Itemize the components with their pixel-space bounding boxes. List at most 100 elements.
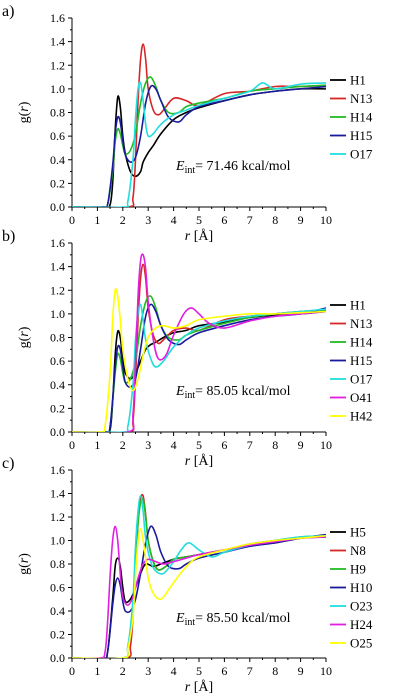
series-line-o17	[72, 303, 326, 432]
x-tick-label: 10	[320, 664, 332, 678]
energy-annotation: Eint= 85.50 kcal/mol	[175, 611, 291, 628]
legend-entry: O17	[350, 372, 373, 387]
y-tick-label: 1.0	[50, 307, 65, 321]
legend-entry: H15	[350, 128, 372, 143]
legend-entry: H9	[350, 562, 366, 577]
legend-entry: H1	[350, 298, 366, 313]
series-line-o25	[72, 527, 326, 658]
series-line-h15	[72, 84, 326, 207]
x-tick-label: 5	[196, 664, 202, 678]
series-group	[72, 493, 326, 658]
y-tick-label: 1.2	[50, 510, 65, 524]
y-tick-label: 1.4	[50, 35, 65, 49]
y-tick-label: 0.4	[50, 378, 65, 392]
x-axis-label: r [Å]	[185, 228, 213, 244]
panel-label: a)	[2, 3, 14, 20]
y-tick-label: 1.2	[50, 283, 65, 297]
legend-entry: O23	[350, 599, 372, 614]
series-line-h42	[72, 288, 326, 432]
legend-entry: H1	[350, 73, 366, 88]
energy-annotation: Eint= 85.05 kcal/mol	[175, 384, 291, 401]
series-group	[72, 43, 326, 207]
legend-entry: H14	[350, 110, 373, 125]
x-tick-label: 6	[221, 664, 227, 678]
x-axis-label: r [Å]	[185, 453, 213, 469]
legend-entry: O25	[350, 636, 372, 651]
x-tick-label: 7	[247, 213, 253, 227]
x-tick-label: 6	[221, 438, 227, 452]
y-tick-label: 0.2	[50, 628, 65, 642]
x-tick-label: 2	[120, 213, 126, 227]
y-tick-label: 1.6	[50, 11, 65, 25]
panel-c: c) 0.0 0.2 0.4 0.6 0.8 1.0 1.2 1.4 1.6 0 1 2 3 4 5 6 7 8 9 1…	[2, 455, 373, 695]
energy-annotation: Eint= 71.46 kcal/mol	[175, 159, 291, 176]
y-tick-label: 0.0	[50, 425, 65, 439]
x-tick-label: 4	[171, 213, 177, 227]
series-line-o41	[72, 253, 326, 432]
x-tick-label: 9	[298, 213, 304, 227]
legend: H1 N13 H14 H15 O17 O41 H42	[330, 298, 373, 424]
y-tick-label: 1.0	[50, 82, 65, 96]
legend-entry: H5	[350, 525, 366, 540]
y-tick-label: 0.6	[50, 581, 65, 595]
legend-entry: H10	[350, 580, 372, 595]
y-tick-label: 1.6	[50, 236, 65, 250]
y-tick-label: 0.2	[50, 176, 65, 190]
x-tick-label: 8	[272, 438, 278, 452]
y-tick-label: 0.8	[50, 106, 65, 120]
legend-entry: H14	[350, 335, 373, 350]
x-tick-label: 9	[298, 664, 304, 678]
y-tick-label: 1.4	[50, 487, 65, 501]
panel-a: a) 0.0 0.2 0.4 0.6 0.8 1.0 1.2 1.4 1.6 0 1 2 3 4 5 6 7 8 9 1…	[2, 3, 373, 244]
x-tick-label: 1	[94, 438, 100, 452]
panel-label: b)	[2, 228, 15, 245]
y-tick-label: 0.8	[50, 331, 65, 345]
series-line-o17	[72, 81, 326, 207]
x-tick-label: 10	[320, 438, 332, 452]
legend-entry: H15	[350, 353, 372, 368]
x-tick-label: 1	[94, 664, 100, 678]
y-tick-label: 1.4	[50, 260, 65, 274]
y-axis-label: g(r)	[17, 553, 32, 575]
x-tick-label: 6	[221, 213, 227, 227]
y-tick-label: 1.6	[50, 463, 65, 477]
y-tick-label: 0.4	[50, 153, 65, 167]
series-line-o23	[72, 495, 326, 658]
legend-entry: N13	[350, 91, 372, 106]
y-tick-label: 0.8	[50, 557, 65, 571]
x-tick-label: 9	[298, 438, 304, 452]
x-tick-label: 2	[120, 664, 126, 678]
y-axis-label: g(r)	[17, 101, 32, 123]
legend-entry: H24	[350, 617, 373, 632]
x-tick-label: 0	[69, 213, 75, 227]
x-tick-label: 8	[272, 213, 278, 227]
panel-label: c)	[2, 455, 14, 472]
x-tick-label: 3	[145, 438, 151, 452]
y-tick-label: 0.6	[50, 354, 65, 368]
y-tick-label: 0.0	[50, 200, 65, 214]
x-tick-label: 3	[145, 213, 151, 227]
x-tick-label: 0	[69, 438, 75, 452]
y-axis-label: g(r)	[17, 326, 32, 348]
x-tick-label: 4	[171, 438, 177, 452]
series-line-h10	[72, 525, 326, 658]
x-tick-label: 7	[247, 664, 253, 678]
panel-b: b) 0.0 0.2 0.4 0.6 0.8 1.0 1.2 1.4 1.6 0 1 2 3 4 5 6 7 8 9 1…	[2, 228, 373, 469]
legend: H1 N13 H14 H15 O17	[330, 73, 373, 162]
y-tick-label: 0.6	[50, 129, 65, 143]
x-tick-label: 10	[320, 213, 332, 227]
x-tick-label: 2	[120, 438, 126, 452]
legend-entry: N13	[350, 316, 372, 331]
legend-entry: N8	[350, 543, 366, 558]
y-tick-label: 1.2	[50, 58, 65, 72]
x-tick-label: 1	[94, 213, 100, 227]
series-group	[72, 253, 326, 432]
x-tick-label: 7	[247, 438, 253, 452]
legend-entry: O41	[350, 390, 372, 405]
legend-entry: H42	[350, 409, 372, 424]
x-tick-label: 8	[272, 664, 278, 678]
y-tick-label: 0.0	[50, 651, 65, 665]
x-tick-label: 5	[196, 438, 202, 452]
x-tick-label: 5	[196, 213, 202, 227]
